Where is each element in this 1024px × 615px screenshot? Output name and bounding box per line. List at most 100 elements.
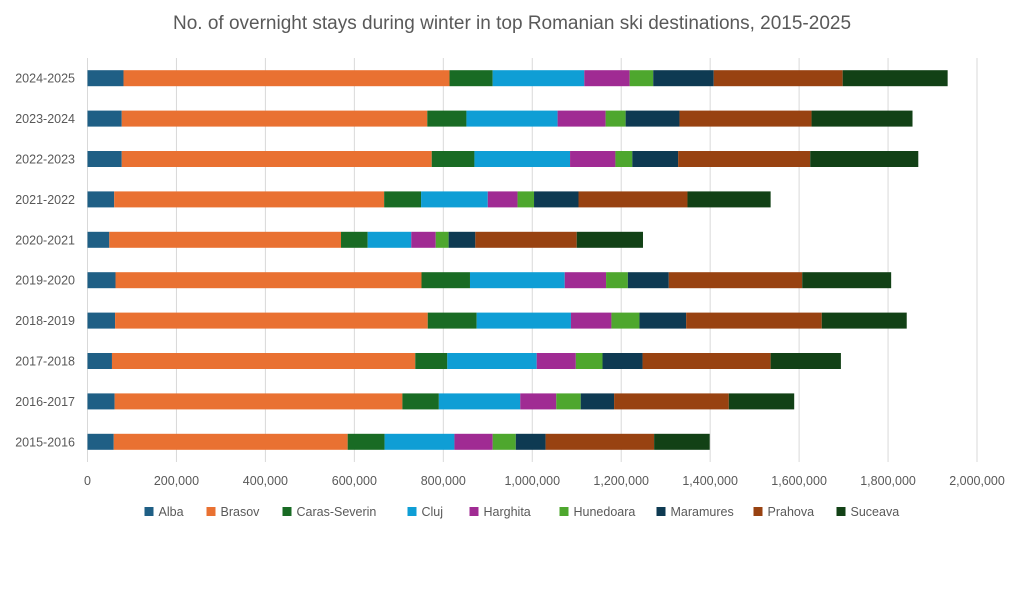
bar-cluj-2016-2017 [438,393,521,410]
bar-maramures-2018-2019 [639,312,687,329]
x-axis-labels: 0 200,000 400,000 600,000 800,000 1,000,000 1,… [84,474,1005,488]
x-tick-label: 1,000,000 [504,474,560,488]
bar-hunedoara-2017-2018 [575,353,603,369]
bar-alba-2019-2020 [87,272,116,289]
legend-label: Caras-Severin [297,505,377,519]
legend-label: Maramures [671,505,734,519]
bar-suceava-2015-2016 [654,433,710,450]
bar-harghita-2015-2016 [454,433,493,450]
bar-harghita-2019-2020 [564,272,607,289]
bar-hunedoara-2021-2022 [517,191,535,208]
bar-caras-severin-2018-2019 [427,312,477,329]
bar-prahova-2016-2017 [614,393,729,410]
bar-brasov-2021-2022 [114,191,385,208]
legend-swatch-hunedoara [559,507,569,516]
bar-caras-severin-2022-2023 [431,151,475,167]
bar-maramures-2023-2024 [625,110,680,127]
bar-prahova-2021-2022 [578,191,688,208]
legend-label: Harghita [484,505,531,519]
bar-prahova-2019-2020 [668,272,803,289]
x-tick-label: 400,000 [243,474,288,488]
bar-harghita-2023-2024 [557,110,606,127]
legend-swatch-prahova [753,507,763,516]
legend-swatch-suceava [836,507,846,516]
x-tick-label: 1,600,000 [771,474,827,488]
y-tick-label: 2019-2020 [15,274,75,288]
y-tick-label: 2017-2018 [15,355,75,369]
bar-suceava-2021-2022 [687,191,771,208]
bar-suceava-2018-2019 [821,312,907,329]
y-tick-label: 2015-2016 [15,435,75,449]
x-tick-label: 1,400,000 [682,474,738,488]
legend-swatch-brasov [206,507,216,516]
y-tick-label: 2016-2017 [15,395,75,409]
bar-suceava-2024-2025 [842,70,948,87]
bar-brasov-2016-2017 [114,393,403,410]
bar-cluj-2021-2022 [421,191,488,208]
bar-alba-2022-2023 [87,151,122,167]
bar-brasov-2023-2024 [121,110,428,127]
legend-swatch-caras-severin [282,507,292,516]
legend-swatch-alba [144,507,154,516]
bar-hunedoara-2015-2016 [492,433,516,450]
bar-alba-2016-2017 [87,393,115,410]
bar-caras-severin-2019-2020 [421,272,470,289]
bar-cluj-2015-2016 [384,433,455,450]
bar-hunedoara-2019-2020 [606,272,628,289]
legend-label: Brasov [221,505,261,519]
y-tick-label: 2018-2019 [15,314,75,328]
bar-caras-severin-2016-2017 [402,393,439,410]
y-axis-labels: 2024-2025 2023-2024 2022-2023 2021-2022 2020… [15,72,75,450]
bar-suceava-2016-2017 [728,393,795,410]
bar-hunedoara-2023-2024 [605,110,626,127]
legend-swatch-cluj [407,507,417,516]
x-tick-label: 200,000 [154,474,199,488]
bar-cluj-2019-2020 [469,272,565,289]
legend-swatch-maramures [656,507,666,516]
y-tick-label: 2024-2025 [15,72,75,86]
bar-prahova-2023-2024 [679,110,812,127]
bar-cluj-2020-2021 [367,231,412,248]
bar-maramures-2017-2018 [602,353,643,369]
bar-cluj-2023-2024 [466,110,558,127]
bar-suceava-2022-2023 [810,151,919,167]
bar-harghita-2022-2023 [570,151,616,167]
legend-label: Alba [159,505,184,519]
bar-hunedoara-2016-2017 [556,393,581,410]
bar-prahova-2015-2016 [545,433,655,450]
bar-harghita-2021-2022 [487,191,518,208]
bar-cluj-2022-2023 [474,151,571,167]
x-tick-label: 2,000,000 [949,474,1005,488]
bar-alba-2017-2018 [87,353,112,369]
bar-maramures-2024-2025 [653,70,714,87]
bar-harghita-2016-2017 [520,393,557,410]
bar-caras-severin-2021-2022 [384,191,422,208]
x-tick-label: 1,800,000 [860,474,916,488]
bar-prahova-2017-2018 [642,353,771,369]
bar-brasov-2015-2016 [113,433,348,450]
bar-alba-2024-2025 [87,70,124,87]
bar-cluj-2018-2019 [476,312,571,329]
bar-alba-2023-2024 [87,110,122,127]
bar-caras-severin-2024-2025 [449,70,493,87]
bar-maramures-2019-2020 [627,272,669,289]
bar-caras-severin-2015-2016 [347,433,385,450]
bar-maramures-2022-2023 [632,151,679,167]
bar-hunedoara-2018-2019 [611,312,640,329]
legend-label: Cluj [422,505,444,519]
y-tick-label: 2021-2022 [15,193,75,207]
bar-brasov-2022-2023 [121,151,432,167]
bar-alba-2018-2019 [87,312,116,329]
bar-brasov-2019-2020 [115,272,422,289]
bar-harghita-2018-2019 [570,312,612,329]
legend-label: Prahova [768,505,815,519]
bar-maramures-2020-2021 [448,231,476,248]
y-tick-label: 2020-2021 [15,233,75,247]
x-tick-label: 600,000 [332,474,377,488]
chart-title: No. of overnight stays during winter in … [173,13,851,34]
bar-hunedoara-2022-2023 [615,151,633,167]
bar-hunedoara-2024-2025 [629,70,654,87]
y-tick-label: 2022-2023 [15,153,75,167]
bar-suceava-2020-2021 [576,231,643,248]
